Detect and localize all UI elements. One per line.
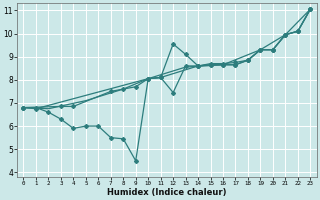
X-axis label: Humidex (Indice chaleur): Humidex (Indice chaleur) (107, 188, 227, 197)
